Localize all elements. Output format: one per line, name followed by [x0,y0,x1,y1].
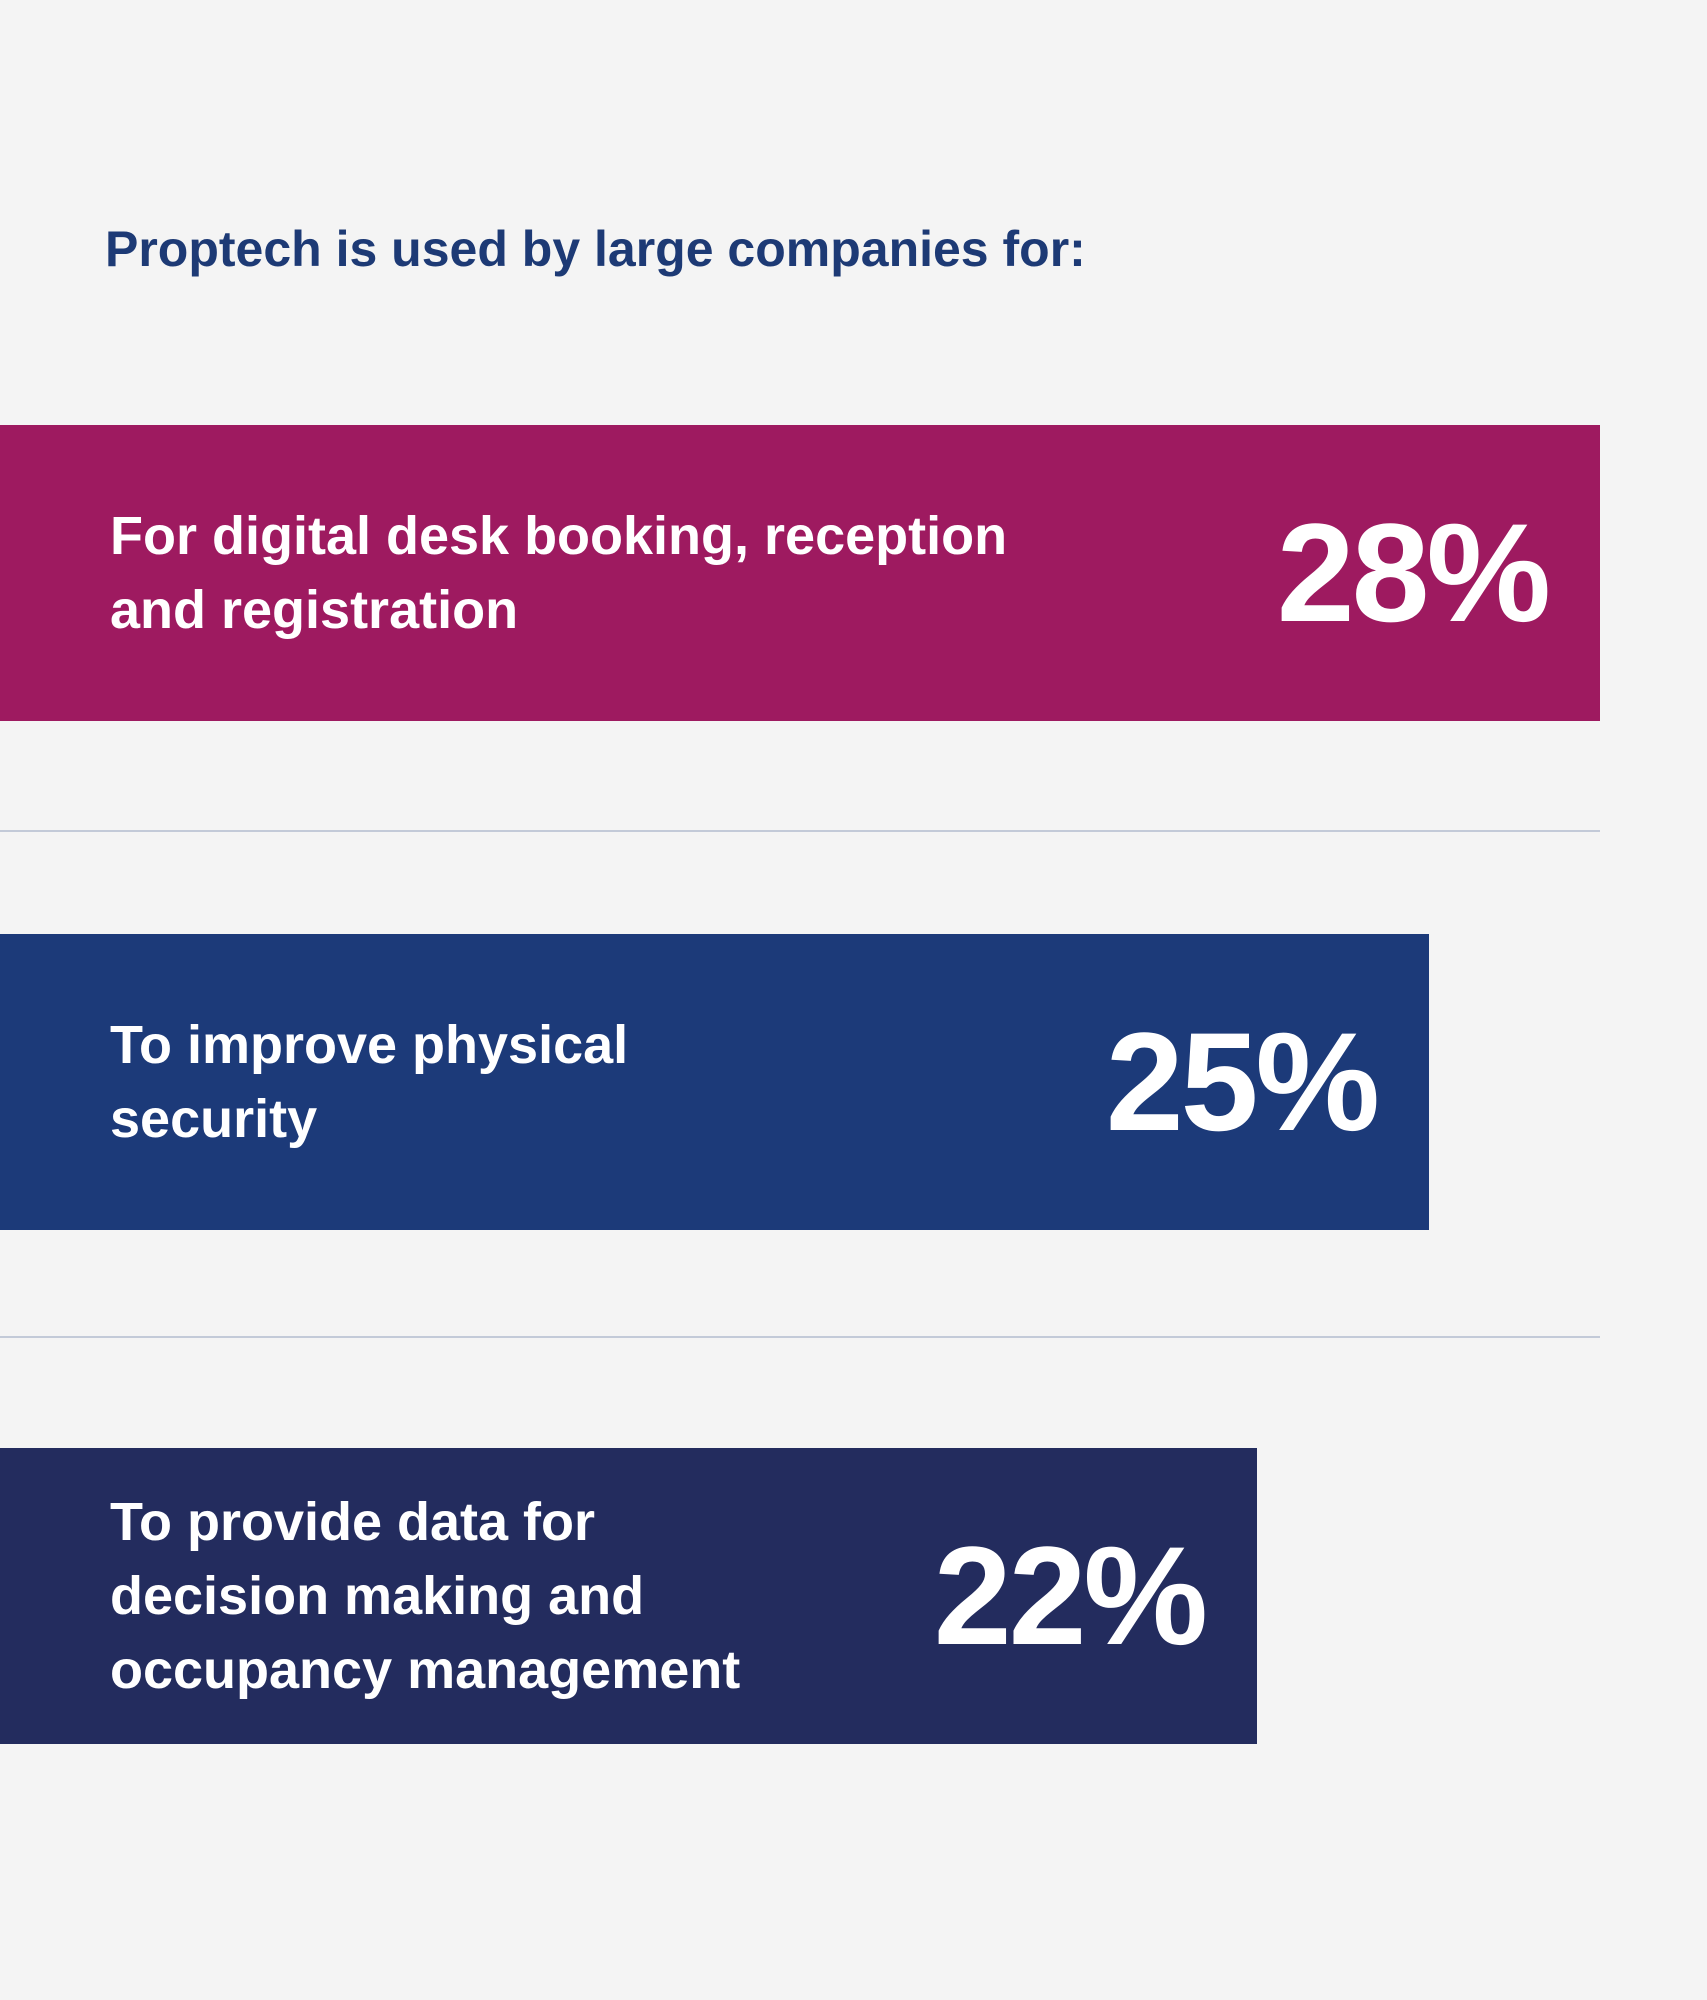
bar-label-desk-booking: For digital desk booking, reception and … [110,506,1008,640]
bar-desk-booking: For digital desk booking, reception and … [0,425,1600,721]
bar-physical-security: To improve physical security 25% [0,934,1429,1230]
bar-value-desk-booking: 28% [1276,494,1551,651]
bar-value-decision-data: 22% [933,1517,1208,1674]
bar-decision-data: To provide data for decision making and … [0,1448,1257,1744]
bar-value-physical-security: 25% [1105,1003,1380,1160]
bar-label-decision-data: To provide data for decision making and … [110,1492,741,1700]
divider [0,1336,1600,1338]
chart-title: Proptech is used by large companies for: [105,221,1086,277]
bar-label-physical-security: To improve physical security [110,1015,629,1149]
divider [0,830,1600,832]
